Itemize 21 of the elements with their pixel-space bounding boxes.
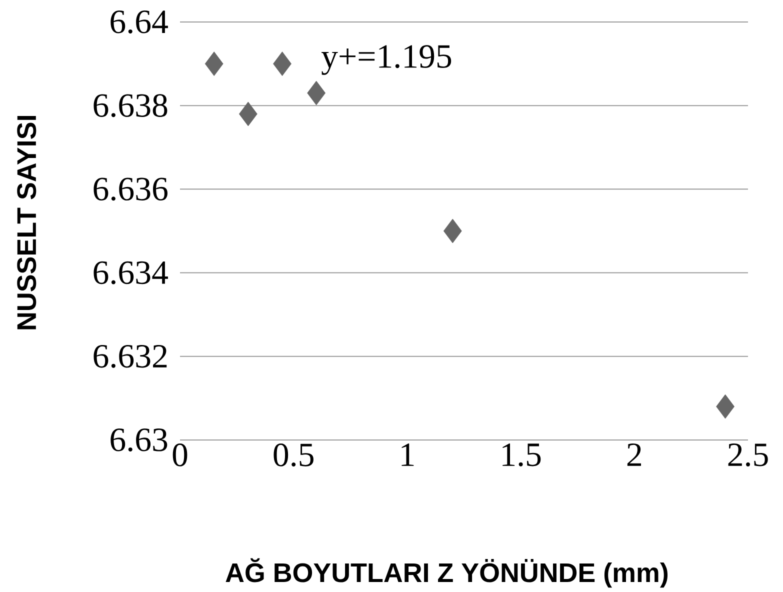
point	[716, 394, 734, 419]
annotation: y+=1.195	[321, 45, 452, 75]
x-tick-label: 1	[402, 444, 414, 466]
y-tick-label: 6.64	[110, 10, 168, 34]
point	[443, 218, 462, 244]
point	[273, 52, 292, 76]
y-tick-label: 6.636	[94, 178, 168, 201]
y-tick-label: 6.634	[94, 261, 168, 284]
point	[204, 52, 224, 76]
point	[307, 80, 326, 106]
x-tick-label: 0.5	[274, 444, 314, 467]
y-tick-label: 6.632	[94, 344, 167, 368]
point	[238, 102, 258, 126]
y-tick-label: 6.63	[110, 428, 168, 452]
y-axis-title: NUSSELT SAYISI	[17, 116, 36, 330]
x-tick-label: 0	[172, 444, 188, 466]
x-tick-label: 2	[627, 444, 641, 466]
x-axis-title: AĞ BOYUTLARI Z YÖNÜNDE (mm)	[226, 558, 668, 588]
x-tick-label: 1.5	[502, 444, 541, 466]
x-tick-label: 2.5	[728, 444, 768, 466]
y-tick-label: 6.638	[94, 94, 168, 118]
